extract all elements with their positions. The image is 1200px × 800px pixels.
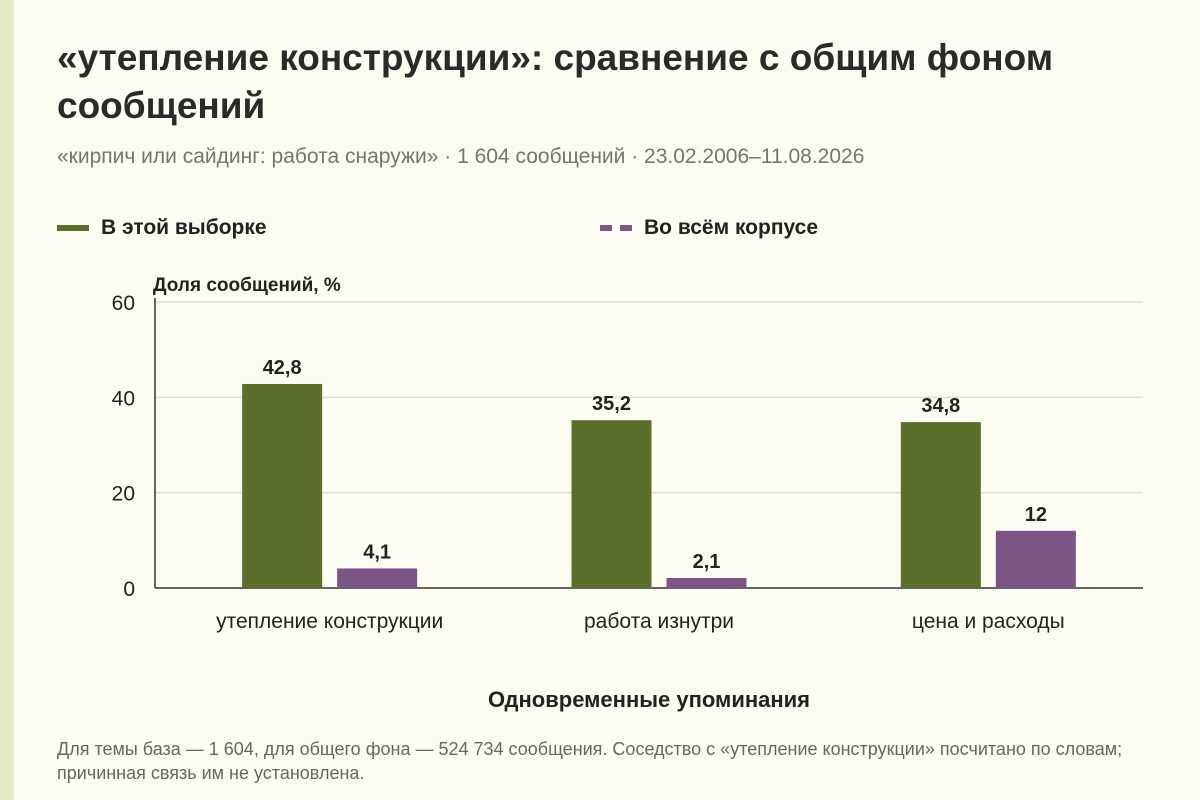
y-tick-label: 20 (112, 483, 135, 506)
y-tick-label: 40 (112, 387, 135, 410)
y-axis-label: Доля сообщений, % (153, 275, 341, 296)
category-label: цена и расходы (912, 610, 1065, 633)
bar-sample-0 (242, 383, 323, 588)
category-label: утепление конструкции (216, 610, 443, 633)
bar-sample-2 (900, 422, 981, 588)
legend-swatch-sample (57, 225, 89, 231)
chart-subtitle: «кирпич или сайдинг: работа снаружи» · 1… (57, 145, 865, 168)
data-label: 12 (1025, 504, 1047, 526)
labels-layer: 42,8 4,1 утепление конструкции 35,2 2,1 работ… (216, 357, 1065, 633)
data-label: 4,1 (363, 541, 391, 563)
x-axis-label: Одновременные упоминания (488, 687, 810, 712)
bar-sample-1 (571, 420, 652, 588)
footnote: Для темы база — 1 604, для общего фона —… (57, 739, 1123, 783)
bar-corpus-2 (995, 530, 1076, 588)
y-tick-label: 0 (123, 578, 135, 601)
accent-strip (0, 0, 14, 800)
legend-swatch-corpus (600, 225, 632, 231)
legend-label-corpus: Во всём корпусе (644, 216, 819, 239)
legend-item-corpus: Во всём корпусе (600, 216, 818, 240)
data-label: 2,1 (693, 551, 721, 573)
bar-corpus-1 (666, 577, 747, 588)
legend-label-sample: В этой выборке (101, 216, 267, 239)
data-label: 34,8 (921, 395, 960, 417)
category-label: работа изнутри (584, 610, 734, 633)
chart-title: «утепление конструкции»: сравнение с общ… (57, 37, 1054, 126)
bar-corpus-0 (337, 568, 418, 588)
data-label: 35,2 (592, 393, 631, 415)
data-label: 42,8 (263, 357, 302, 379)
y-tick-label: 60 (112, 292, 135, 315)
legend-item-sample: В этой выборке (57, 216, 267, 240)
bars-layer (242, 383, 1076, 588)
